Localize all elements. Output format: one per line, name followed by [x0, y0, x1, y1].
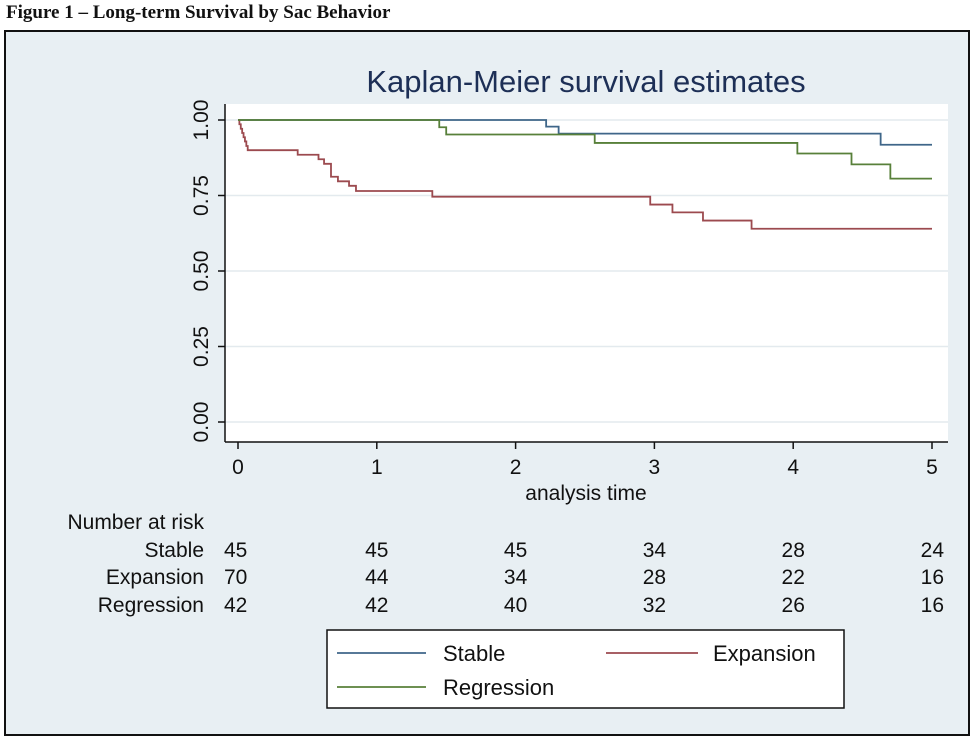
- survival-curves: [238, 119, 932, 230]
- risk-count: 22: [782, 566, 805, 589]
- risk-count: 45: [504, 539, 527, 562]
- curve-expansion: [238, 119, 932, 230]
- legend: Stable Expansion Regression: [326, 629, 845, 709]
- risk-count: 40: [504, 594, 527, 617]
- x-tick-label: 4: [787, 456, 799, 479]
- legend-box: [326, 629, 845, 709]
- risk-count: 42: [365, 594, 388, 617]
- risk-row-label: Expansion: [106, 566, 204, 589]
- risk-count: 28: [782, 539, 805, 562]
- y-tick-label: 0.50: [190, 251, 213, 292]
- curve-stable: [238, 119, 932, 146]
- risk-table: Number at risk Stable 45 45 45 34 28 24 Expansio…: [67, 511, 944, 617]
- risk-count: 24: [921, 539, 945, 562]
- curve-regression: [238, 119, 932, 180]
- legend-label: Regression: [443, 675, 554, 700]
- risk-count: 26: [782, 594, 805, 617]
- x-tick-label: 2: [510, 456, 522, 479]
- km-chart: Kaplan-Meier survival estimates 0.00 0.25…: [67, 64, 948, 709]
- risk-row-label: Regression: [98, 594, 204, 617]
- y-tick-label: 1.00: [190, 100, 213, 141]
- x-tick-label: 3: [649, 456, 661, 479]
- risk-count: 70: [224, 566, 247, 589]
- x-tick-label: 5: [926, 456, 938, 479]
- risk-count: 32: [643, 594, 666, 617]
- figure-caption: Figure 1 – Long-term Survival by Sac Beh…: [6, 2, 391, 23]
- legend-label: Stable: [443, 641, 505, 666]
- risk-count: 28: [643, 566, 666, 589]
- risk-count: 34: [504, 566, 528, 589]
- plot-area: [225, 104, 948, 442]
- x-tick-label: 0: [232, 456, 244, 479]
- chart-frame: Kaplan-Meier survival estimates 0.00 0.25…: [4, 30, 970, 736]
- risk-count: 16: [921, 566, 944, 589]
- x-tick-label: 1: [371, 456, 383, 479]
- risk-count: 42: [224, 594, 247, 617]
- y-tick-label: 0.25: [190, 326, 213, 367]
- axes: 0.00 0.25 0.50 0.75 1.00 0 1 2 3 4 5: [190, 100, 948, 479]
- risk-count: 45: [365, 539, 388, 562]
- chart-title: Kaplan-Meier survival estimates: [366, 64, 805, 99]
- x-axis-label: analysis time: [525, 482, 646, 505]
- risk-row-label: Stable: [144, 539, 204, 562]
- risk-table-title: Number at risk: [67, 511, 204, 534]
- risk-count: 34: [643, 539, 667, 562]
- legend-label: Expansion: [713, 641, 816, 666]
- y-tick-label: 0.00: [190, 402, 213, 443]
- risk-count: 16: [921, 594, 944, 617]
- y-tick-label: 0.75: [190, 175, 213, 216]
- risk-count: 44: [365, 566, 389, 589]
- risk-count: 45: [224, 539, 247, 562]
